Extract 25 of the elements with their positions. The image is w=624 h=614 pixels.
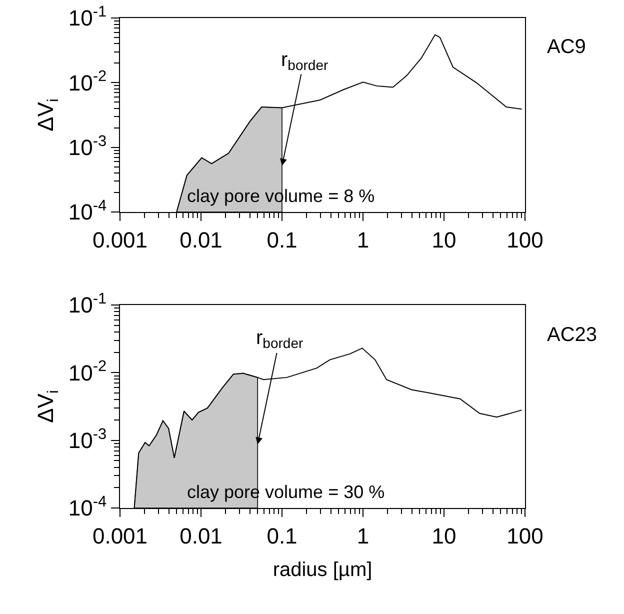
y-tick-label: 10$^{-3}$ <box>68 132 107 160</box>
x-tick-label: 0.1 <box>266 227 298 252</box>
x-tick-label: 100 <box>506 523 544 548</box>
x-tick-label: 10 <box>432 523 456 548</box>
x-tick-label: 0.01 <box>180 523 222 548</box>
x-tick-label: 100 <box>506 227 544 252</box>
x-tick-label: 1 <box>356 523 370 548</box>
x-tick-label: 0.001 <box>92 227 148 252</box>
x-tick-label: 0.1 <box>266 523 298 548</box>
x-tick-label: 0.01 <box>180 227 222 252</box>
x-tick-label: 0.001 <box>92 523 148 548</box>
text: AC23 <box>547 324 598 346</box>
y-tick-label: 10$^{-2}$ <box>68 68 107 96</box>
x-tick-label: 10 <box>432 227 456 252</box>
y-tick-label: 10$^{-2}$ <box>68 358 107 386</box>
y-tick-label: 10$^{-4}$ <box>68 197 108 225</box>
text: AC9 <box>547 36 586 58</box>
annotation: r$_{border}$ <box>281 49 328 74</box>
x-axis-title: radius [µm] <box>272 558 372 581</box>
y-tick-label: 10$^{-4}$ <box>68 493 108 521</box>
y-tick-label: 10$^{-1}$ <box>68 290 107 318</box>
x-tick-label: 1 <box>356 227 370 252</box>
y-tick-label: 10$^{-3}$ <box>68 426 107 454</box>
annotation: r$_{border}$ <box>256 327 304 352</box>
y-tick-label: 10$^{-1}$ <box>68 3 107 31</box>
